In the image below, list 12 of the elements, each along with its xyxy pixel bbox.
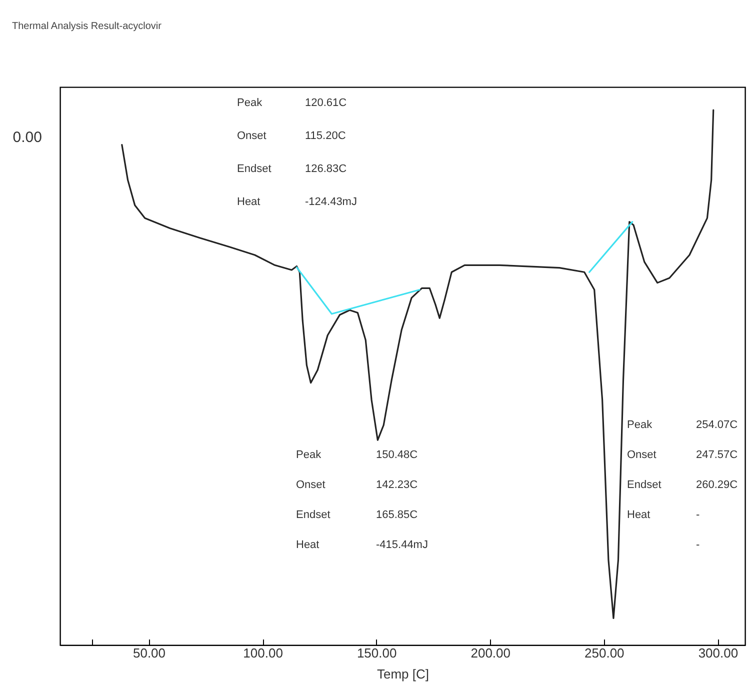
text: Peak 120.61C Onset 115.20C Endset 126.83C Heat -124.43mJ [237,97,357,208]
x-tick-label: 300.00 [698,646,738,660]
x-tick-label: 50.00 [132,646,166,660]
x-axis-title: Temp [C] [376,666,430,682]
x-tick-label: 150.00 [356,646,397,660]
text: Peak 254.07C Onset 247.57C Endset 260.29C Heat - - [627,419,738,551]
chart-title: Thermal Analysis Result-acyclovir [12,21,162,32]
x-tick-label: 100.00 [243,646,283,660]
text: Peak 150.48C Onset 142.23C Endset 165.85C Heat -415.44mJ [296,449,428,551]
x-tick-label: 200.00 [470,646,510,660]
x-tick-label: 250.00 [584,646,624,660]
text: 0.00 [12,129,42,146]
